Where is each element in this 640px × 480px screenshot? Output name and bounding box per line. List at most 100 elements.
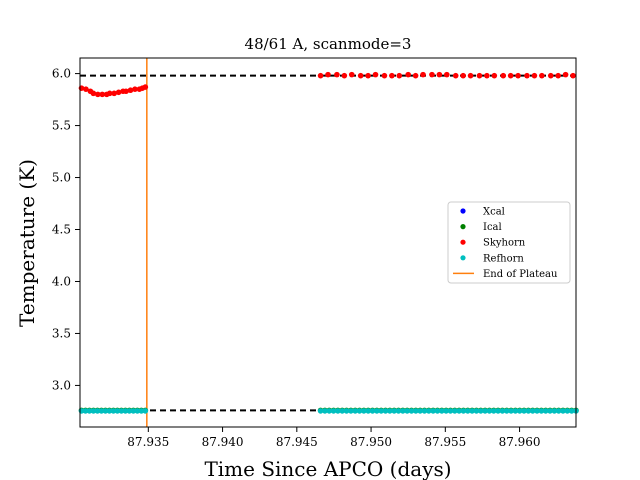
refhorn-point — [512, 408, 519, 414]
skyhorn-point — [507, 72, 514, 79]
refhorn-point — [90, 408, 97, 414]
legend-swatch-ical — [460, 224, 466, 230]
skyhorn-point — [111, 90, 117, 97]
skyhorn-point — [372, 71, 379, 78]
x-tick-label: 87.955 — [424, 435, 466, 449]
skyhorn-point — [429, 71, 435, 78]
refhorn-point — [534, 408, 540, 414]
refhorn-point — [547, 408, 553, 414]
skyhorn-point — [334, 71, 340, 78]
data-points — [78, 71, 579, 414]
refhorn-point — [482, 408, 488, 414]
skyhorn-point — [531, 72, 538, 79]
refhorn-point — [551, 408, 558, 414]
refhorn-point — [426, 408, 432, 414]
skyhorn-point — [452, 72, 459, 79]
skyhorn-point — [460, 72, 466, 79]
skyhorn-point — [83, 86, 89, 92]
refhorn-point — [343, 408, 350, 414]
refhorn-point — [451, 408, 458, 414]
skyhorn-point — [405, 71, 411, 78]
refhorn-point — [495, 408, 501, 414]
legend-box — [447, 201, 571, 284]
skyhorn-point — [476, 72, 483, 79]
legend-swatch-skyhorn — [460, 239, 466, 245]
skyhorn-point — [570, 72, 576, 79]
refhorn-point — [356, 408, 363, 414]
plot-frame — [79, 57, 577, 428]
refhorn-point — [404, 408, 410, 414]
refhorn-point — [134, 408, 141, 414]
skyhorn-point — [132, 86, 138, 92]
refhorn-point — [114, 408, 121, 414]
refhorn-point — [382, 408, 389, 414]
skyhorn-point — [396, 72, 403, 79]
refhorn-point — [542, 408, 549, 414]
refhorn-point — [525, 408, 532, 414]
skyhorn-point — [500, 72, 507, 79]
skyhorn-point — [515, 72, 521, 79]
refhorn-point — [335, 408, 341, 414]
refhorn-point — [122, 408, 129, 414]
refhorn-point — [516, 408, 523, 414]
skyhorn-point — [106, 90, 113, 97]
legend-label-refhorn: Refhorn — [483, 253, 524, 264]
x-tick-label: 87.935 — [127, 435, 169, 449]
legend: Xcal Ical Skyhorn Refhorn End of Plateau — [447, 201, 571, 284]
refhorn-point — [434, 408, 441, 414]
skyhorn-point — [524, 72, 530, 79]
skyhorn-point — [444, 71, 450, 78]
y-tick-label: 4.5 — [52, 223, 71, 237]
refhorn-point — [477, 408, 484, 414]
refhorn-point — [499, 408, 506, 414]
skyhorn-point — [348, 71, 355, 78]
refhorn-point — [86, 408, 93, 414]
skyhorn-point — [99, 91, 106, 98]
skyhorn-point — [95, 91, 101, 98]
refhorn-point — [378, 408, 384, 414]
refhorn-point — [486, 408, 493, 414]
refhorn-point — [348, 408, 354, 414]
x-axis-ticks: 87.935 87.940 87.945 87.950 87.955 87.960 — [127, 427, 541, 449]
skyhorn-point — [562, 71, 569, 78]
skyhorn-point — [539, 72, 545, 79]
refhorn-point — [365, 408, 371, 414]
skyhorn-point — [90, 90, 97, 97]
refhorn-point — [460, 408, 467, 414]
refhorn-point — [421, 408, 428, 414]
refhorn-point — [317, 408, 324, 414]
x-tick-label: 87.940 — [202, 435, 244, 449]
refhorn-point — [110, 408, 117, 414]
refhorn-point — [374, 408, 380, 414]
refhorn-point — [400, 408, 406, 414]
refhorn-point — [521, 408, 527, 414]
legend-label-xcal: Xcal — [483, 207, 505, 218]
skyhorn-point — [381, 72, 388, 79]
refhorn-point — [568, 408, 575, 414]
x-axis-label: Time Since APCO (days) — [204, 457, 451, 480]
legend-swatch-refhorn — [460, 255, 466, 261]
refhorn-point — [395, 408, 402, 414]
legend-label-ical: Ical — [483, 222, 502, 233]
refhorn-point — [130, 408, 137, 414]
refhorn-point — [490, 408, 497, 414]
refhorn-point — [330, 408, 337, 414]
refhorn-point — [413, 408, 419, 414]
x-tick-label: 87.945 — [276, 435, 318, 449]
refhorn-point — [94, 408, 101, 414]
y-tick-label: 4.0 — [52, 274, 71, 288]
refhorn-point — [339, 408, 346, 414]
refhorn-point — [106, 408, 113, 414]
y-tick-label: 3.0 — [52, 378, 71, 392]
refhorn-point — [369, 408, 376, 414]
skyhorn-point — [555, 72, 561, 79]
refhorn-point — [508, 408, 514, 414]
refhorn-point — [142, 408, 149, 414]
refhorn-point — [503, 408, 510, 414]
refhorn-point — [352, 408, 359, 414]
refhorn-point — [326, 408, 333, 414]
skyhorn-point — [127, 87, 134, 94]
y-axis-ticks: 3.0 3.5 4.0 4.5 5.0 5.5 6.0 — [52, 67, 80, 392]
refhorn-point — [447, 408, 454, 414]
